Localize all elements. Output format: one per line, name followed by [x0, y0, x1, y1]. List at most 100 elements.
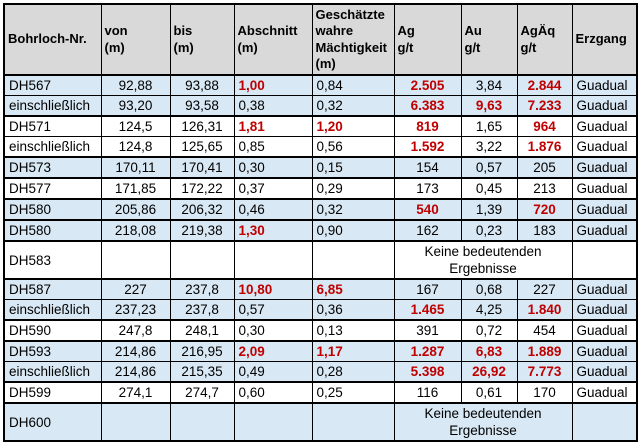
table-row: DH573 170,11 170,41 0,30 0,15 154 0,57 205 Guadu…: [3, 156, 638, 179]
no-result-cell: Keine bedeutenden Ergebnisse: [393, 402, 573, 442]
table-cell: einschließlich: [3, 136, 102, 158]
table-cell: 3,84: [460, 74, 518, 96]
table-cell: 93,88: [169, 74, 235, 96]
table-cell: 167: [393, 278, 462, 300]
table-cell: 391: [393, 319, 462, 342]
table-cell: 0,72: [460, 319, 518, 342]
table-cell: 2.844: [516, 74, 573, 96]
table-cell: 0,30: [233, 156, 313, 179]
table-cell: 1,20: [311, 115, 395, 137]
column-header-au: Au g/t: [460, 3, 518, 76]
table-cell: [233, 240, 313, 280]
table-row: DH567 92,88 93,88 1,00 0,84 2.505 3,84 2.844 Gua…: [3, 74, 638, 96]
table-cell: 116: [393, 381, 462, 404]
table-cell: 170: [516, 381, 573, 404]
table-cell: Guadual: [571, 319, 638, 342]
column-header-ag: Ag g/t: [393, 3, 462, 76]
table-cell: 10,80: [233, 278, 313, 300]
table-cell: 237,23: [100, 299, 171, 321]
page: Bohrloch-Nr. von (m) bis (m) Abschnitt (…: [0, 3, 643, 442]
table-cell: 93,58: [169, 95, 235, 117]
table-cell: 5.398: [393, 361, 462, 383]
table-cell: 162: [393, 219, 462, 242]
table-cell: 0,38: [233, 95, 313, 117]
table-cell: 205,86: [100, 198, 171, 221]
table-cell: 0,36: [311, 299, 395, 321]
table-cell: 124,5: [100, 115, 171, 137]
table-cell: 7.233: [516, 95, 573, 117]
table-cell: 0,90: [311, 219, 395, 242]
table-row: DH571 124,5 126,31 1,81 1,20 819 1,65 964 Guadua…: [3, 115, 638, 137]
table-row: einschließlich 93,20 93,58 0,38 0,32 6.383 9,6…: [3, 95, 638, 117]
table-cell: 2,09: [233, 340, 313, 362]
table-cell: 216,95: [169, 340, 235, 362]
table-cell: 4,25: [460, 299, 518, 321]
table-cell: 170,11: [100, 156, 171, 179]
table-row: DH593 214,86 216,95 2,09 1,17 1.287 6,83 1.889 G…: [3, 340, 638, 362]
table-cell: DH573: [3, 156, 102, 179]
table-cell: Guadual: [571, 74, 638, 96]
table-cell: 2.505: [393, 74, 462, 96]
table-cell: [571, 240, 638, 280]
table-cell: 6,85: [311, 278, 395, 300]
table-cell: 964: [516, 115, 573, 137]
table-cell: [169, 402, 235, 442]
table-cell: 720: [516, 198, 573, 221]
table-cell: 0,28: [311, 361, 395, 383]
table-cell: Guadual: [571, 340, 638, 362]
table-cell: [100, 240, 171, 280]
table-row: DH599 274,1 274,7 0,60 0,25 116 0,61 170 Guadual: [3, 381, 638, 404]
table-cell: 1.287: [393, 340, 462, 362]
table-cell: 0,68: [460, 278, 518, 300]
table-cell: 1.889: [516, 340, 573, 362]
table-cell: DH577: [3, 177, 102, 200]
table-cell: 0,56: [311, 136, 395, 158]
table-cell: 206,32: [169, 198, 235, 221]
table-cell: 215,35: [169, 361, 235, 383]
table-cell: 0,37: [233, 177, 313, 200]
table-row: DH583 Keine bedeutenden Ergebnisse: [3, 240, 638, 280]
table-cell: 154: [393, 156, 462, 179]
table-cell: Guadual: [571, 136, 638, 158]
table-cell: [169, 240, 235, 280]
table-cell: 248,1: [169, 319, 235, 342]
table-row: DH587 227 237,8 10,80 6,85 167 0,68 227 Guadual: [3, 278, 638, 300]
table-cell: 0,15: [311, 156, 395, 179]
table-cell: 125,65: [169, 136, 235, 158]
table-cell: Guadual: [571, 198, 638, 221]
table-cell: DH571: [3, 115, 102, 137]
table-cell: 214,86: [100, 340, 171, 362]
table-cell: 218,08: [100, 219, 171, 242]
table-cell: 274,1: [100, 381, 171, 404]
table-row: DH580 218,08 219,38 1,30 0,90 162 0,23 183 Guadu…: [3, 219, 638, 242]
table-cell: einschließlich: [3, 299, 102, 321]
table-cell: 0,45: [460, 177, 518, 200]
table-cell: 92,88: [100, 74, 171, 96]
column-header-agaq: AgÄq g/t: [516, 3, 573, 76]
table-cell: 6.383: [393, 95, 462, 117]
table-cell: 124,8: [100, 136, 171, 158]
table-cell: 1.465: [393, 299, 462, 321]
table-cell: 213: [516, 177, 573, 200]
table-cell: 0,46: [233, 198, 313, 221]
table-cell: 0,57: [460, 156, 518, 179]
table-row: DH577 171,85 172,22 0,37 0,29 173 0,45 213 Guadu…: [3, 177, 638, 200]
table-cell: 0,30: [233, 319, 313, 342]
table-body: DH567 92,88 93,88 1,00 0,84 2.505 3,84 2.844 Gua…: [3, 74, 638, 442]
table-cell: 219,38: [169, 219, 235, 242]
table-cell: Guadual: [571, 361, 638, 383]
table-cell: 0,84: [311, 74, 395, 96]
table-row: einschließlich 237,23 237,8 0,57 0,36 1.465 4,…: [3, 299, 638, 321]
table-cell: DH590: [3, 319, 102, 342]
table-cell: 0,85: [233, 136, 313, 158]
table-cell: 0,49: [233, 361, 313, 383]
no-result-cell: Keine bedeutenden Ergebnisse: [393, 240, 573, 280]
table-row: DH590 247,8 248,1 0,30 0,13 391 0,72 454 Guadual: [3, 319, 638, 342]
table-cell: 172,22: [169, 177, 235, 200]
column-header-erzgang: Erzgang: [571, 3, 638, 76]
table-header: Bohrloch-Nr. von (m) bis (m) Abschnitt (…: [3, 3, 638, 76]
table-cell: [311, 240, 395, 280]
table-cell: Guadual: [571, 156, 638, 179]
table-cell: 9,63: [460, 95, 518, 117]
table-cell: Guadual: [571, 278, 638, 300]
